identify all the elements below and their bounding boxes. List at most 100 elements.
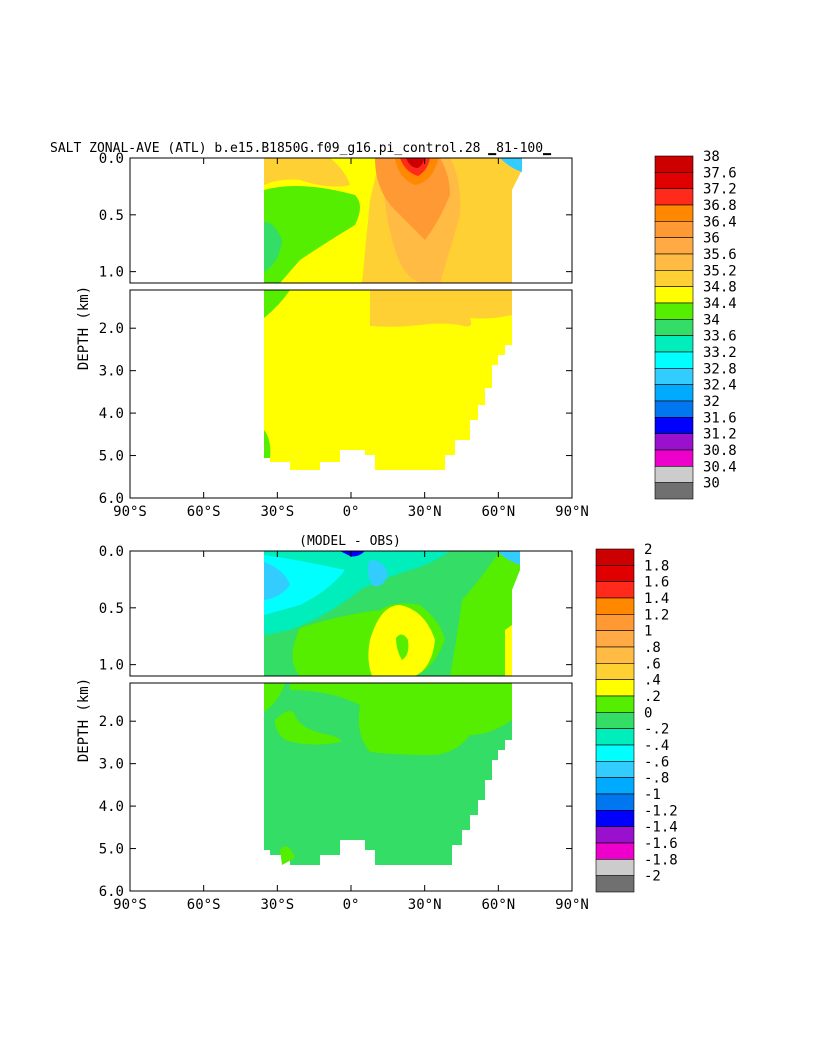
colorbar-swatch [595, 842, 635, 860]
x-tick-label: 0° [343, 504, 360, 520]
x-tick-label: 30°S [260, 897, 294, 913]
panel-difference: (MODEL - OBS) [76, 534, 678, 913]
colorbar-swatch [595, 695, 635, 713]
y-axis-label: DEPTH (km) [76, 286, 92, 370]
colorbar-swatch [654, 335, 694, 353]
colorbar-label: 1.2 [644, 607, 669, 623]
chart-title: SALT ZONAL-AVE (ATL) b.e15.B1850G.f09_g1… [50, 141, 551, 156]
colorbar-swatch [654, 400, 694, 418]
colorbar-label: 30.8 [703, 443, 737, 459]
colorbar-swatch [654, 237, 694, 255]
colorbar-label: 31.2 [703, 427, 737, 443]
x-tick-label: 60°S [187, 897, 221, 913]
y-tick-label: 0.0 [99, 544, 124, 560]
chart-title: (MODEL - OBS) [299, 534, 401, 549]
colorbar-label: .2 [644, 689, 661, 705]
colorbar-swatch [595, 614, 635, 631]
x-tick-label: 30°S [260, 504, 294, 520]
colorbar-label: .4 [644, 673, 661, 689]
colorbar-swatch [654, 270, 694, 287]
colorbar-swatch [595, 630, 635, 648]
colorbar-label: 30.4 [703, 459, 737, 475]
panel-salinity: SALT ZONAL-AVE (ATL) b.e15.B1850G.f09_g1… [50, 141, 737, 520]
colorbar-label: -1.8 [644, 852, 678, 868]
colorbar-label: -.6 [644, 754, 669, 770]
colorbar-swatch [654, 417, 694, 434]
lower-plot-area [129, 682, 573, 892]
colorbar-label: 1.8 [644, 558, 669, 574]
colorbar-swatch [595, 581, 635, 599]
difference-field-upper [264, 551, 520, 676]
y-tick-label: 4.0 [99, 799, 124, 815]
y-tick-label: 3.0 [99, 364, 124, 380]
x-tick-label: 0° [343, 897, 360, 913]
colorbar: 21.81.61.41.21.8.6.4.20-.2-.4-.6-.8-1-1.… [595, 542, 678, 893]
colorbar-label: 35.2 [703, 263, 737, 279]
colorbar-label: -1.6 [644, 836, 678, 852]
colorbar-label: 37.6 [703, 165, 737, 181]
lower-plot-area [129, 289, 573, 499]
x-tick-label: 60°N [481, 897, 515, 913]
salinity-field-lower [264, 290, 512, 470]
colorbar-label: 31.6 [703, 410, 737, 426]
difference-field-lower [264, 683, 512, 865]
colorbar-label: 34.4 [703, 296, 737, 312]
colorbar-swatch [595, 826, 635, 844]
colorbar-label: 36.4 [703, 214, 737, 230]
x-tick-label: 30°N [408, 897, 442, 913]
panel-axes: 90°S 60°S 30°S 0° 30°N 60°N 90°N 0.0 0.5 1.0 2.0 3.… [76, 151, 589, 520]
y-tick-label: 6.0 [99, 491, 124, 507]
colorbar-swatch [654, 221, 694, 238]
colorbar-label: 0 [644, 705, 652, 721]
colorbar-swatch [654, 188, 694, 206]
y-tick-label: 2.0 [99, 321, 124, 337]
colorbar-label: -1 [644, 787, 661, 803]
y-axis-label: DEPTH (km) [76, 678, 92, 762]
colorbar-swatch [595, 810, 635, 827]
x-tick-label: 90°N [555, 897, 589, 913]
colorbar-label: -1.4 [644, 820, 678, 836]
colorbar-swatch [654, 204, 694, 222]
colorbar-swatch [654, 368, 694, 385]
colorbar-label: -.2 [644, 722, 669, 738]
colorbar-label: 32.4 [703, 378, 737, 394]
y-tick-label: 2.0 [99, 714, 124, 730]
colorbar-swatch [595, 761, 635, 778]
salinity-field-upper [264, 158, 522, 283]
y-tick-label: 3.0 [99, 757, 124, 773]
colorbar-swatch [654, 286, 694, 304]
colorbar-label: 1.6 [644, 575, 669, 591]
y-tick-label: 1.0 [99, 658, 124, 674]
colorbar-swatch [595, 744, 635, 762]
y-tick-label: 5.0 [99, 842, 124, 858]
colorbar-label: -.8 [644, 771, 669, 787]
x-tick-label: 30°N [408, 504, 442, 520]
colorbar-label: 2 [644, 542, 652, 558]
y-tick-label: 0.5 [99, 208, 124, 224]
colorbar-swatch [654, 172, 694, 189]
upper-plot-area [129, 157, 573, 284]
x-tick-label: 90°S [113, 504, 147, 520]
y-tick-label: 0.0 [99, 151, 124, 167]
colorbar-swatch [595, 793, 635, 811]
colorbar-swatch [654, 433, 694, 451]
colorbar-label: 34 [703, 312, 720, 328]
colorbar-swatch [654, 384, 694, 402]
colorbar-label: 30 [703, 476, 720, 492]
colorbar-swatch [595, 663, 635, 680]
colorbar-swatch [654, 253, 694, 271]
colorbar-swatch [654, 155, 694, 173]
colorbar-label: 1 [644, 624, 652, 640]
colorbar-label: -.4 [644, 738, 669, 754]
colorbar-label: -1.2 [644, 803, 678, 819]
colorbar-label: .8 [644, 640, 661, 656]
colorbar-swatch [595, 859, 635, 876]
colorbar-label: 32 [703, 394, 720, 410]
colorbar-swatch [595, 777, 635, 795]
colorbar-label: 36.8 [703, 198, 737, 214]
colorbar-label: 32.8 [703, 361, 737, 377]
colorbar-label: -2 [644, 869, 661, 885]
colorbar: 3837.637.236.836.43635.635.234.834.43433… [654, 149, 737, 500]
upper-plot-area [129, 550, 573, 677]
colorbar-swatch [654, 482, 694, 500]
